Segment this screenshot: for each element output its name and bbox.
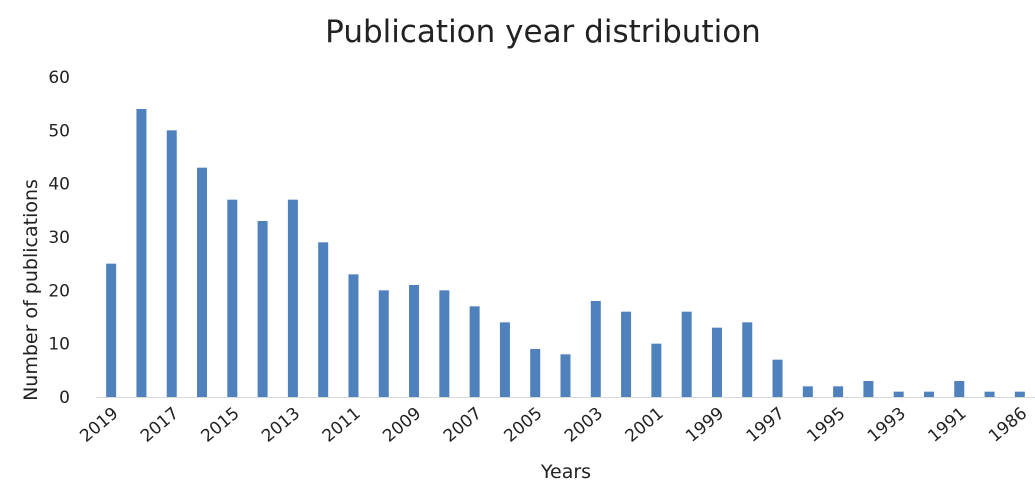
bar	[621, 311, 632, 397]
bar	[984, 391, 995, 397]
x-axis-title: Years	[540, 461, 591, 483]
bar	[439, 290, 450, 397]
bar	[833, 386, 844, 397]
bar	[923, 391, 934, 397]
bar	[742, 322, 753, 397]
x-tick-label: 2011	[319, 404, 365, 447]
bar	[287, 199, 298, 397]
x-tick-label: 2001	[622, 404, 668, 447]
bar	[1014, 391, 1025, 397]
bar	[378, 290, 389, 397]
x-tick-label: 1986	[985, 404, 1031, 447]
bar	[893, 391, 904, 397]
bar	[106, 263, 117, 397]
y-tick-label: 50	[48, 121, 70, 141]
x-tick-label: 2005	[500, 404, 546, 447]
bar	[711, 327, 722, 397]
bar	[197, 167, 208, 397]
y-tick-label: 0	[59, 388, 70, 408]
bar	[772, 359, 783, 397]
bar	[136, 109, 147, 397]
bar	[802, 386, 813, 397]
y-tick-label: 20	[48, 281, 70, 301]
x-axis-ticks: 2019 2017 2015 2013 2011 2009 2007 2005 2003 2001…	[76, 404, 1031, 447]
x-tick-label: 1995	[803, 404, 849, 447]
y-tick-label: 40	[48, 175, 70, 195]
bar	[409, 285, 420, 397]
bar	[348, 274, 359, 397]
bar	[530, 349, 541, 397]
bar	[227, 199, 238, 397]
x-tick-label: 2015	[198, 404, 244, 447]
y-tick-label: 60	[48, 68, 70, 88]
bar	[863, 381, 874, 397]
y-axis-title: Number of publications	[20, 179, 42, 401]
x-tick-label: 1997	[743, 404, 789, 447]
x-tick-label: 2013	[258, 404, 304, 447]
bar	[560, 354, 571, 397]
bar	[166, 130, 177, 397]
x-tick-label: 1991	[924, 404, 970, 447]
x-tick-label: 2007	[440, 404, 486, 447]
bar	[954, 381, 965, 397]
bar	[257, 221, 268, 397]
x-tick-label: 2009	[379, 404, 425, 447]
bar	[499, 322, 510, 397]
y-tick-label: 30	[48, 228, 70, 248]
bar	[590, 301, 601, 397]
bar	[681, 311, 692, 397]
bar	[318, 242, 329, 397]
y-tick-label: 10	[48, 335, 70, 355]
bars-group	[106, 109, 1025, 397]
y-axis-ticks: 0 10 20 30 40 50 60	[48, 68, 70, 408]
x-tick-label: 1999	[682, 404, 728, 447]
x-tick-label: 2003	[561, 404, 607, 447]
x-tick-label: 2019	[76, 404, 122, 447]
bar	[469, 306, 480, 397]
x-tick-label: 1993	[864, 404, 910, 447]
chart-title: Publication year distribution	[325, 14, 761, 50]
x-tick-label: 2017	[137, 404, 183, 447]
bar	[651, 343, 662, 397]
